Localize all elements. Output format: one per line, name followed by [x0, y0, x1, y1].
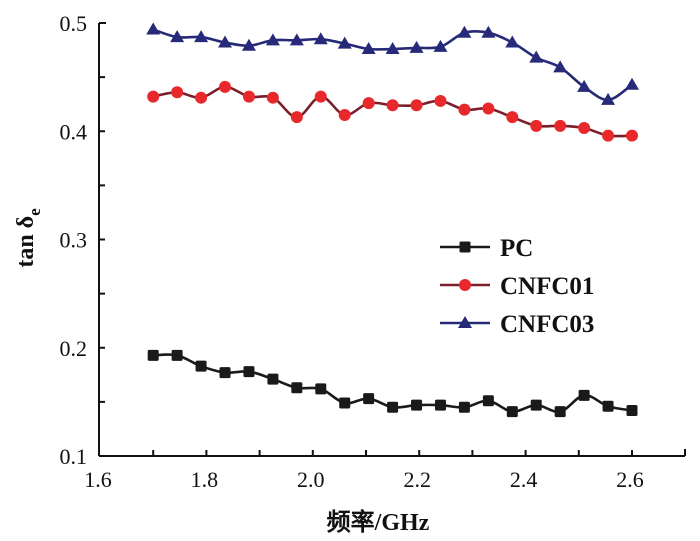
x-axis-title: 频率/GHz — [327, 508, 430, 536]
y-tick-label: 0.4 — [60, 119, 88, 144]
series-cnfc01 — [147, 80, 638, 142]
series-layer — [146, 22, 639, 418]
data-point — [433, 39, 448, 52]
data-point — [315, 383, 327, 395]
data-point — [578, 122, 591, 135]
y-tick-label: 0.5 — [60, 11, 88, 36]
data-point — [385, 41, 400, 54]
legend-marker — [459, 241, 471, 253]
data-point — [195, 360, 207, 372]
data-point — [243, 366, 255, 378]
x-tick-label: 1.6 — [84, 467, 112, 492]
legend-marker — [459, 279, 471, 291]
data-point — [171, 349, 183, 361]
data-point — [578, 389, 590, 401]
data-point — [626, 405, 638, 417]
data-point — [147, 349, 159, 361]
data-point — [482, 102, 495, 115]
data-point — [289, 33, 304, 46]
data-point — [625, 77, 639, 90]
data-point — [530, 399, 542, 411]
y-tick-label: 0.3 — [60, 228, 88, 253]
data-point — [338, 109, 351, 122]
data-point — [339, 397, 351, 409]
data-point — [194, 30, 209, 43]
data-point — [602, 400, 614, 412]
data-point — [577, 79, 592, 92]
data-point — [291, 382, 303, 394]
data-point — [313, 32, 328, 45]
data-point — [146, 22, 161, 35]
data-point — [147, 90, 160, 103]
y-axis-title-main: tan δ — [13, 216, 39, 268]
data-point — [219, 367, 231, 379]
legend-label: CNFC01 — [500, 273, 594, 300]
legend: PC CNFC01 CNFC03 — [440, 235, 594, 338]
legend-item-cnfc01: CNFC01 — [440, 273, 594, 300]
x-tick-label: 2.0 — [297, 467, 325, 492]
y-tick-label: 0.2 — [60, 336, 88, 361]
y-axis-title-sub: e — [25, 208, 44, 216]
data-point — [481, 25, 496, 38]
legend-item-pc: PC — [440, 235, 533, 262]
legend-marker — [458, 316, 472, 328]
data-point — [409, 40, 424, 53]
legend-label: PC — [500, 235, 533, 262]
y-tick-label: 0.1 — [60, 444, 88, 469]
x-tick-label: 2.4 — [510, 467, 538, 492]
data-point — [482, 395, 494, 407]
x-tick-label: 1.8 — [191, 467, 219, 492]
data-point — [458, 103, 471, 116]
data-point — [314, 90, 327, 103]
data-point — [170, 30, 185, 43]
data-point — [267, 373, 279, 385]
data-point — [242, 90, 255, 103]
legend-item-cnfc03: CNFC03 — [440, 311, 594, 338]
data-point — [363, 393, 375, 405]
data-point — [195, 91, 208, 104]
data-point — [411, 399, 423, 411]
data-point — [458, 401, 470, 413]
x-tick-label: 2.6 — [616, 467, 644, 492]
data-point — [387, 401, 399, 413]
data-point — [410, 99, 423, 112]
series-cnfc03 — [146, 22, 639, 105]
y-axis-title: tan δe — [13, 208, 44, 268]
data-point — [266, 91, 279, 104]
data-point — [601, 92, 616, 105]
data-point — [386, 99, 399, 112]
data-point — [530, 119, 543, 132]
data-point — [434, 399, 446, 411]
data-point — [290, 111, 303, 124]
data-point — [554, 406, 566, 418]
data-point — [218, 35, 233, 48]
data-point — [362, 97, 375, 110]
data-point — [554, 119, 567, 132]
data-point — [626, 129, 638, 142]
data-point — [457, 25, 472, 38]
data-point — [337, 36, 352, 49]
data-point — [241, 38, 256, 51]
data-point — [219, 80, 232, 93]
legend-label: CNFC03 — [500, 311, 594, 338]
data-point — [506, 406, 518, 418]
data-point — [505, 35, 520, 48]
data-point — [265, 33, 280, 46]
data-point — [361, 41, 376, 54]
series-pc — [147, 349, 638, 418]
data-point — [434, 94, 447, 107]
x-tick-label: 2.2 — [403, 467, 431, 492]
data-point — [171, 86, 184, 99]
data-point — [506, 111, 519, 124]
axes: 0.1 0.2 0.3 0.4 0.5 1.6 1.8 2.0 2.2 2.4 2.6 — [60, 11, 686, 492]
data-point — [529, 50, 544, 63]
data-point — [553, 60, 568, 73]
data-point — [602, 129, 615, 142]
